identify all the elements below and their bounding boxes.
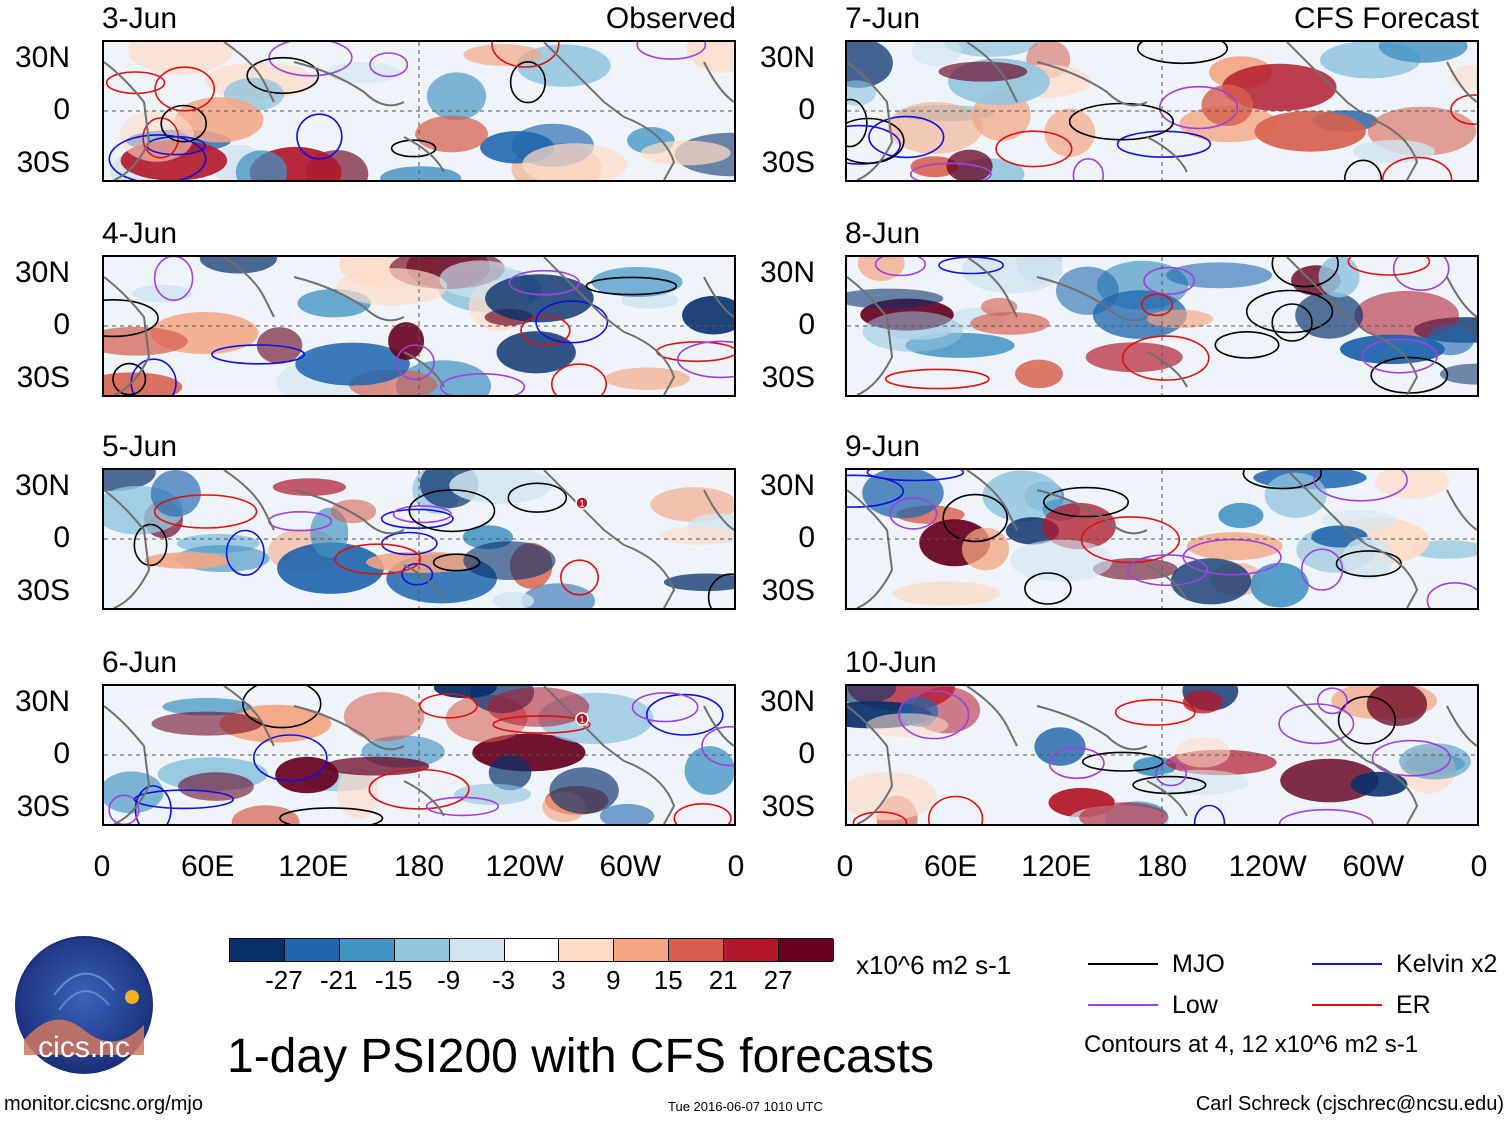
lat-label: 0 <box>53 308 70 341</box>
map-p7 <box>845 40 1479 182</box>
panel-date-p7: 7-Jun <box>845 2 921 35</box>
cics-logo: cics.nc <box>4 935 162 1075</box>
lat-label: 30N <box>14 469 70 502</box>
colorbar-cell <box>559 939 615 961</box>
lat-label: 30N <box>14 685 70 718</box>
panel-date-p9: 9-Jun <box>845 430 921 463</box>
lat-label: 30S <box>761 361 815 394</box>
colorbar-cells <box>229 938 834 962</box>
lat-label: 0 <box>53 93 70 126</box>
lon-label: 0 <box>1470 850 1488 883</box>
colorbar-cell <box>669 939 725 961</box>
panel-date-p10: 10-Jun <box>845 646 937 679</box>
contours-note: Contours at 4, 12 x10^6 m2 s-1 <box>1084 1031 1419 1058</box>
colorbar <box>229 938 834 962</box>
svg-text:1: 1 <box>579 715 585 726</box>
footer-url: monitor.cicsnc.org/mjo <box>4 1093 203 1115</box>
lon-label: 120E <box>278 850 349 883</box>
lat-label: 30S <box>16 361 70 394</box>
lat-label: 30S <box>761 790 815 823</box>
lat-label: 30N <box>759 41 815 74</box>
colorbar-tick: -3 <box>491 965 516 995</box>
legend-label: MJO <box>1172 950 1225 978</box>
lat-label: 30N <box>14 41 70 74</box>
colorbar-cell <box>779 939 834 961</box>
lon-label: 120E <box>1021 850 1092 883</box>
colorbar-tick: -9 <box>437 965 461 995</box>
lon-label: 120W <box>1228 850 1307 883</box>
lon-label: 180 <box>1136 850 1188 883</box>
colorbar-cell <box>394 939 450 961</box>
panel-header-p7: CFS Forecast <box>1293 2 1479 35</box>
footer-author: Carl Schreck (cjschrec@ncsu.edu) <box>1195 1093 1504 1115</box>
lon-label: 60W <box>1342 850 1405 883</box>
colorbar-cell <box>230 939 285 961</box>
colorbar-tick: 21 <box>708 965 738 995</box>
lat-label: 0 <box>798 737 815 770</box>
panel-date-p3: 3-Jun <box>102 2 178 35</box>
lon-label: 0 <box>836 850 854 883</box>
panel-date-p4: 4-Jun <box>102 217 178 250</box>
colorbar-tick: -27 <box>265 965 303 995</box>
legend-line-low <box>1088 1004 1158 1006</box>
colorbar-tick: -21 <box>320 965 358 995</box>
map-p4 <box>102 255 736 397</box>
lon-label: 60E <box>180 850 235 883</box>
colorbar-units: x10^6 m2 s-1 <box>856 950 1012 980</box>
colorbar-tick: 15 <box>653 965 683 995</box>
legend-line-kelvin-x2 <box>1312 963 1382 965</box>
map-p6: 1 <box>102 684 736 826</box>
storm-marker: 1 <box>575 712 589 726</box>
storm-marker: 1 <box>575 496 589 510</box>
lat-label: 30S <box>761 146 815 179</box>
lat-label: 30S <box>16 790 70 823</box>
lat-label: 30S <box>16 574 70 607</box>
lat-label: 30N <box>759 256 815 289</box>
colorbar-tick: 9 <box>606 965 621 995</box>
lat-label: 30S <box>16 146 70 179</box>
colorbar-cell <box>724 939 780 961</box>
legend-label: Low <box>1172 991 1218 1019</box>
lat-label: 30N <box>759 685 815 718</box>
lat-label: 0 <box>53 521 70 554</box>
lon-label: 0 <box>727 850 745 883</box>
lon-label: 60W <box>599 850 662 883</box>
map-p3 <box>102 40 736 182</box>
legend-line-er <box>1312 1004 1382 1006</box>
lon-label: 0 <box>93 850 111 883</box>
lat-label: 0 <box>53 737 70 770</box>
map-p10 <box>845 684 1479 826</box>
logo-text: cics.nc <box>38 1031 130 1064</box>
colorbar-cell <box>449 939 505 961</box>
legend-line-mjo <box>1088 963 1158 965</box>
lat-label: 0 <box>798 308 815 341</box>
colorbar-cell <box>614 939 670 961</box>
legend-label: Kelvin x2 <box>1396 950 1498 978</box>
legend-label: ER <box>1396 991 1431 1019</box>
lon-label: 60E <box>923 850 978 883</box>
colorbar-tick: 3 <box>551 965 566 995</box>
svg-text:1: 1 <box>579 499 585 510</box>
map-p5: 1 <box>102 468 736 610</box>
map-p8 <box>845 255 1479 397</box>
panel-date-p8: 8-Jun <box>845 217 921 250</box>
figure-title: 1-day PSI200 with CFS forecasts <box>227 1030 934 1083</box>
colorbar-cell <box>504 939 560 961</box>
footer-timestamp: Tue 2016-06-07 1010 UTC <box>668 1099 823 1114</box>
colorbar-cell <box>339 939 395 961</box>
panel-header-p3: Observed <box>605 2 736 35</box>
lat-label: 30N <box>14 256 70 289</box>
colorbar-tick: 27 <box>763 965 793 995</box>
lon-label: 120W <box>485 850 564 883</box>
map-p9 <box>845 468 1479 610</box>
colorbar-cell <box>284 939 340 961</box>
lat-label: 30S <box>761 574 815 607</box>
lat-label: 0 <box>798 93 815 126</box>
lat-label: 0 <box>798 521 815 554</box>
colorbar-tick: -15 <box>374 965 413 995</box>
panel-date-p6: 6-Jun <box>102 646 178 679</box>
lon-label: 180 <box>393 850 445 883</box>
lat-label: 30N <box>759 469 815 502</box>
panel-date-p5: 5-Jun <box>102 430 178 463</box>
